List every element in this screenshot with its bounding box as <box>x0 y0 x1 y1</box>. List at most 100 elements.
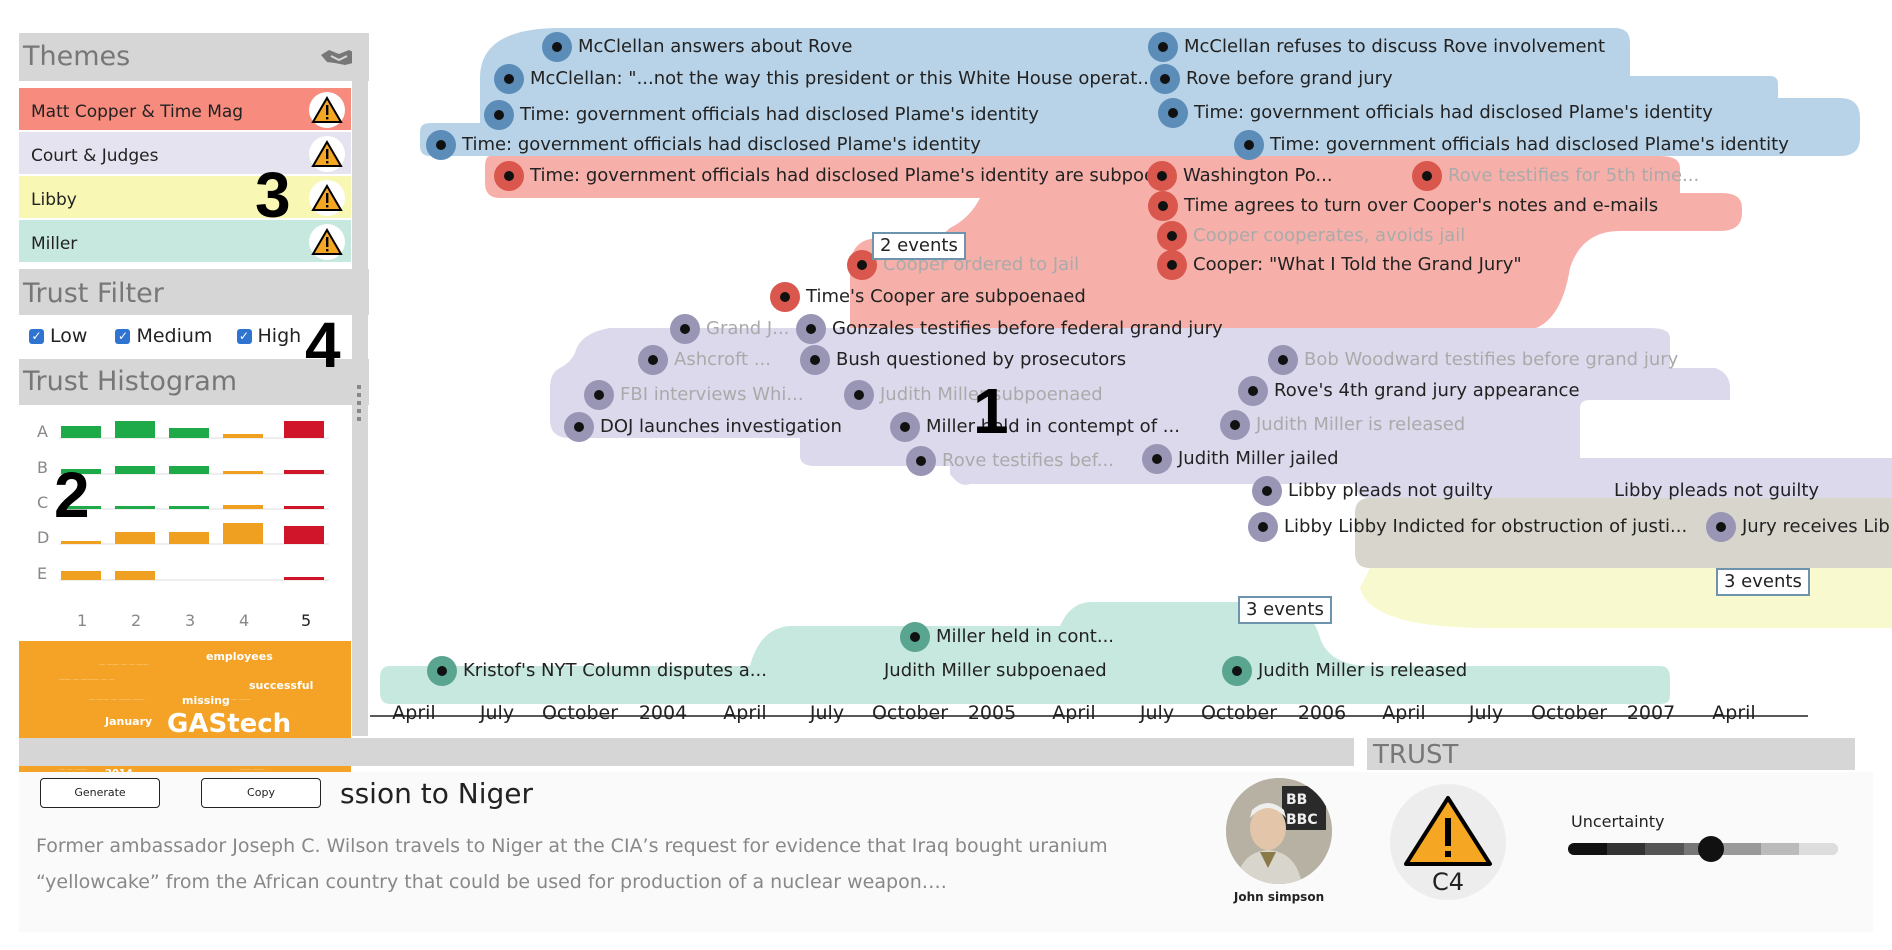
timeline-event[interactable]: Time: government officials had disclosed… <box>1158 98 1713 128</box>
timeline-event[interactable]: Miller held in cont... <box>900 622 1114 652</box>
timeline-event[interactable]: Jury receives Lib <box>1706 512 1890 542</box>
resize-handle[interactable] <box>357 385 361 425</box>
cluster-badge[interactable]: 3 events <box>1238 596 1332 624</box>
timeline-event[interactable]: Time: government officials had disclosed… <box>426 130 981 160</box>
timeline-event[interactable]: Time: government officials had disclosed… <box>484 100 1039 130</box>
axis-tick: July <box>479 702 515 724</box>
timeline-event[interactable]: Gonzales testifies before federal grand … <box>796 314 1223 344</box>
checkbox-checked-icon[interactable]: ✓ <box>236 329 252 344</box>
handshake-icon[interactable] <box>319 47 361 67</box>
event-dot-icon[interactable] <box>1238 376 1268 406</box>
trust-filter-title: Trust Filter <box>23 278 164 309</box>
timeline-event[interactable]: Bob Woodward testifies before grand jury <box>1268 345 1678 375</box>
timeline-event[interactable]: Judith Miller subpoenaed <box>884 660 1107 681</box>
event-dot-icon[interactable] <box>670 314 700 344</box>
event-dot-icon[interactable] <box>844 380 874 410</box>
timeline-event[interactable]: Judith Miller jailed <box>1142 444 1339 474</box>
event-dot-icon[interactable] <box>427 656 457 686</box>
sidebar-scrollbar[interactable] <box>352 33 368 736</box>
timeline-event[interactable]: Miller held in contempt of ... <box>890 412 1180 442</box>
timeline[interactable]: McClellan answers about Rove McClellan r… <box>370 28 1892 738</box>
filter-medium[interactable]: ✓ Medium <box>115 325 212 347</box>
event-dot-icon[interactable] <box>1147 161 1177 191</box>
event-dot-icon[interactable] <box>1220 410 1250 440</box>
event-dot-icon[interactable] <box>1706 512 1736 542</box>
trust-grade-badge[interactable]: C4 <box>1390 784 1506 900</box>
theme-row-court[interactable]: Court & Judges <box>19 132 351 174</box>
avatar[interactable]: BB BBC <box>1226 778 1332 884</box>
timeline-event[interactable]: Kristof's NYT Column disputes a... <box>427 656 767 686</box>
timeline-event[interactable]: Judith Miller is released <box>1220 410 1465 440</box>
timeline-event[interactable]: Rove testifies bef... <box>906 446 1114 476</box>
timeline-event[interactable]: McClellan refuses to discuss Rove involv… <box>1148 32 1605 62</box>
event-dot-icon[interactable] <box>584 380 614 410</box>
theme-row-miller[interactable]: Miller <box>19 220 351 262</box>
trust-histogram-chart[interactable]: A B C D E 1 2 3 4 5 <box>19 411 359 641</box>
warning-icon[interactable] <box>309 136 345 172</box>
checkbox-checked-icon[interactable]: ✓ <box>29 329 44 344</box>
event-dot-icon[interactable] <box>906 446 936 476</box>
cluster-badge[interactable]: 3 events <box>1716 568 1810 596</box>
generate-button[interactable]: Generate <box>40 778 160 808</box>
timeline-event[interactable]: Judith Miller subpoenaed <box>844 380 1103 410</box>
warning-icon[interactable] <box>309 92 345 128</box>
timeline-event[interactable]: Libby pleads not guilty <box>1252 476 1493 506</box>
timeline-event[interactable]: Rove's 4th grand jury appearance <box>1238 376 1580 406</box>
event-dot-icon[interactable] <box>1150 64 1180 94</box>
timeline-event[interactable]: Washington Po... <box>1147 161 1333 191</box>
filter-low[interactable]: ✓ Low <box>29 325 87 347</box>
theme-row-libby[interactable]: Libby <box>19 176 351 218</box>
timeline-event[interactable]: Libby pleads not guilty <box>1614 480 1820 501</box>
event-dot-icon[interactable] <box>426 130 456 160</box>
event-dot-icon[interactable] <box>1248 512 1278 542</box>
theme-label: Matt Copper & Time Mag <box>31 102 244 122</box>
copy-button[interactable]: Copy <box>201 778 321 808</box>
timeline-event[interactable]: Cooper: "What I Told the Grand Jury" <box>1157 250 1522 280</box>
timeline-event[interactable]: Ashcroft ... <box>638 345 771 375</box>
cluster-badge[interactable]: 2 events <box>872 232 966 260</box>
timeline-event[interactable]: Time: government officials had disclosed… <box>1234 130 1789 160</box>
event-dot-icon[interactable] <box>1157 250 1187 280</box>
event-dot-icon[interactable] <box>484 100 514 130</box>
timeline-event[interactable]: Bush questioned by prosecutors <box>800 345 1126 375</box>
filter-high[interactable]: ✓ High <box>236 325 301 347</box>
timeline-event[interactable]: McClellan answers about Rove <box>542 32 852 62</box>
timeline-event[interactable]: Rove testifies for 5th time... <box>1412 161 1699 191</box>
timeline-event[interactable]: Grand J... <box>670 314 789 344</box>
event-dot-icon[interactable] <box>1148 191 1178 221</box>
timeline-event[interactable]: McClellan: "...not the way this presiden… <box>494 64 1155 94</box>
event-dot-icon[interactable] <box>1234 130 1264 160</box>
event-dot-icon[interactable] <box>796 314 826 344</box>
event-dot-icon[interactable] <box>638 345 668 375</box>
event-dot-icon[interactable] <box>900 622 930 652</box>
event-dot-icon[interactable] <box>1158 98 1188 128</box>
checkbox-checked-icon[interactable]: ✓ <box>115 329 131 344</box>
event-dot-icon[interactable] <box>1268 345 1298 375</box>
event-dot-icon[interactable] <box>890 412 920 442</box>
timeline-event[interactable]: FBI interviews Whi... <box>584 380 804 410</box>
timeline-event[interactable]: Rove before grand jury <box>1150 64 1393 94</box>
event-dot-icon[interactable] <box>1412 161 1442 191</box>
event-dot-icon[interactable] <box>494 64 524 94</box>
event-dot-icon[interactable] <box>770 282 800 312</box>
uncertainty-slider-thumb[interactable] <box>1698 836 1725 862</box>
warning-icon[interactable] <box>309 224 345 260</box>
event-dot-icon[interactable] <box>1252 476 1282 506</box>
warning-icon[interactable] <box>309 180 345 216</box>
timeline-event[interactable]: Time's Cooper are subpoenaed <box>770 282 1086 312</box>
theme-row-copper[interactable]: Matt Copper & Time Mag <box>19 88 351 130</box>
timeline-event[interactable]: Time agrees to turn over Cooper's notes … <box>1148 191 1658 221</box>
event-dot-icon[interactable] <box>800 345 830 375</box>
event-dot-icon[interactable] <box>494 161 524 191</box>
event-dot-icon[interactable] <box>1142 444 1172 474</box>
timeline-event[interactable]: DOJ launches investigation <box>564 412 842 442</box>
event-dot-icon[interactable] <box>1148 32 1178 62</box>
event-dot-icon[interactable] <box>542 32 572 62</box>
timeline-event[interactable]: Judith Miller is released <box>1222 656 1467 686</box>
event-dot-icon[interactable] <box>564 412 594 442</box>
event-dot-icon[interactable] <box>1157 221 1187 251</box>
timeline-event[interactable]: Libby Libby Indicted for obstruction of … <box>1248 512 1687 542</box>
timeline-event[interactable]: Cooper cooperates, avoids jail <box>1157 221 1465 251</box>
timeline-event[interactable]: Time: government officials had disclosed… <box>494 161 1155 191</box>
event-dot-icon[interactable] <box>1222 656 1252 686</box>
